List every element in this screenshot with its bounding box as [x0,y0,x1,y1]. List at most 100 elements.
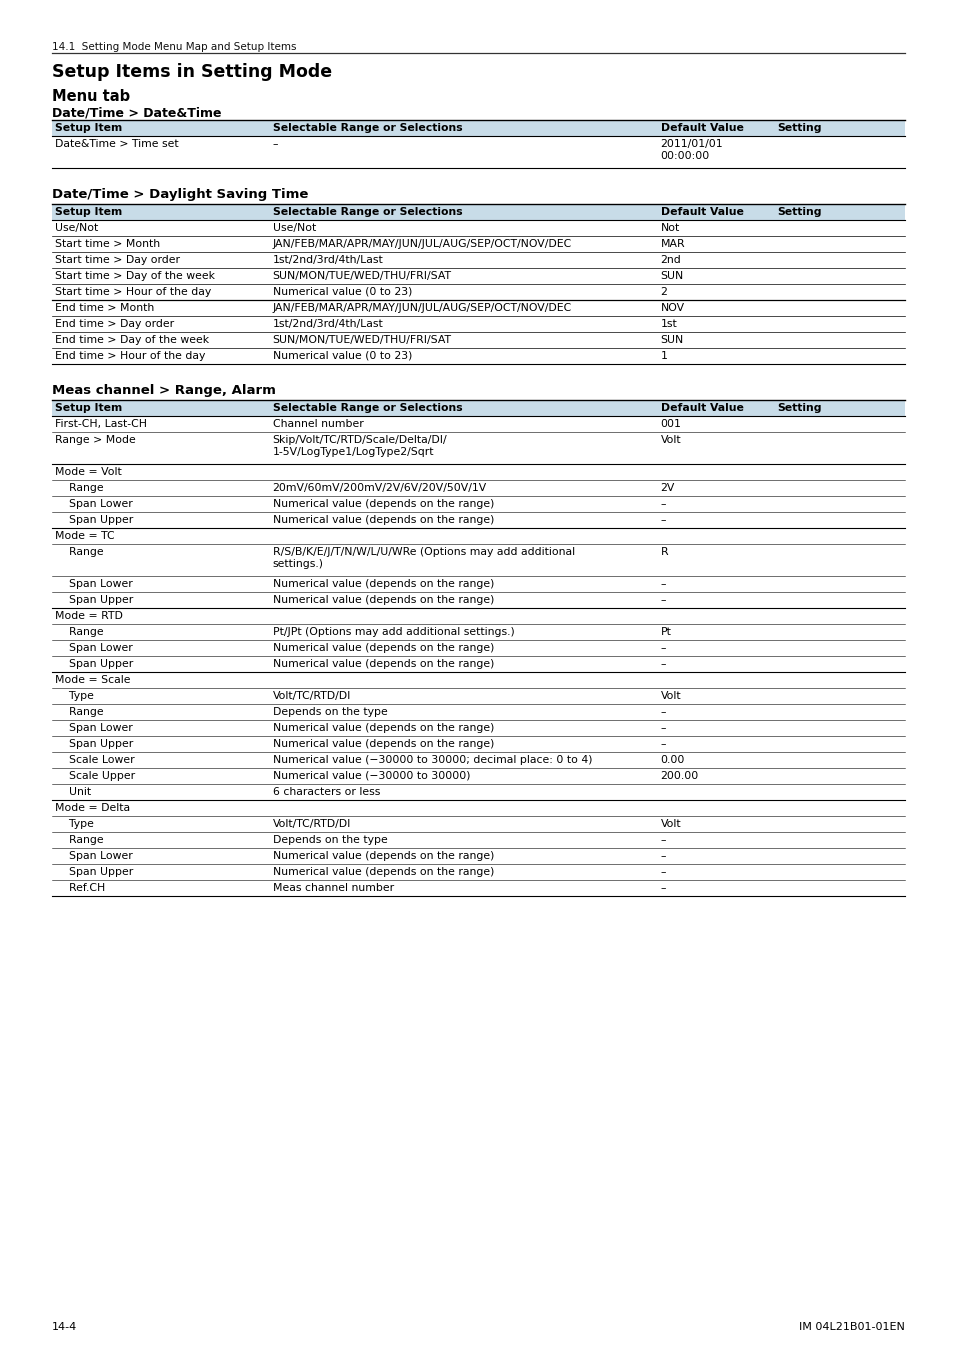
Text: Numerical value (0 to 23): Numerical value (0 to 23) [273,351,412,360]
Text: Numerical value (depends on the range): Numerical value (depends on the range) [273,595,494,605]
Bar [52,400,904,416]
Text: Start time > Day order: Start time > Day order [55,255,180,265]
Text: Default Value: Default Value [659,207,742,217]
Text: R: R [659,547,667,558]
Text: Not: Not [659,223,679,234]
Text: Use/Not: Use/Not [273,223,315,234]
Text: SUN/MON/TUE/WED/THU/FRI/SAT: SUN/MON/TUE/WED/THU/FRI/SAT [273,271,451,281]
Text: Range: Range [55,483,104,493]
Text: Setup Item: Setup Item [55,404,122,413]
Text: 6 characters or less: 6 characters or less [273,787,379,796]
Text: Channel number: Channel number [273,418,363,429]
Text: Numerical value (depends on the range): Numerical value (depends on the range) [273,850,494,861]
Text: Numerical value (depends on the range): Numerical value (depends on the range) [273,867,494,878]
Text: MAR: MAR [659,239,684,248]
Text: Type: Type [55,819,93,829]
Text: Setup Items in Setting Mode: Setup Items in Setting Mode [52,63,332,81]
Text: Setting: Setting [777,404,821,413]
Text: Span Lower: Span Lower [55,500,132,509]
Text: Scale Lower: Scale Lower [55,755,134,765]
Text: Start time > Hour of the day: Start time > Hour of the day [55,288,211,297]
Text: 200.00: 200.00 [659,771,699,782]
Text: Numerical value (depends on the range): Numerical value (depends on the range) [273,738,494,749]
Text: Date/Time > Daylight Saving Time: Date/Time > Daylight Saving Time [52,188,308,201]
Text: SUN: SUN [659,271,683,281]
Text: 001: 001 [659,418,680,429]
Text: Volt: Volt [659,435,680,446]
Text: Menu tab: Menu tab [52,89,130,104]
Text: Numerical value (depends on the range): Numerical value (depends on the range) [273,724,494,733]
Text: Mode = RTD: Mode = RTD [55,612,123,621]
Text: SUN: SUN [659,335,683,346]
Text: Meas channel number: Meas channel number [273,883,394,892]
Text: 2: 2 [659,288,667,297]
Text: Scale Upper: Scale Upper [55,771,135,782]
Text: Numerical value (0 to 23): Numerical value (0 to 23) [273,288,412,297]
Text: Volt: Volt [659,691,680,701]
Text: Pt/JPt (Options may add additional settings.): Pt/JPt (Options may add additional setti… [273,626,514,637]
Text: Span Lower: Span Lower [55,579,132,589]
Text: Depends on the type: Depends on the type [273,836,387,845]
Text: –: – [659,707,665,717]
Text: Setup Item: Setup Item [55,123,122,134]
Text: –: – [659,883,665,892]
Text: Setting: Setting [777,123,821,134]
Text: –: – [659,500,665,509]
Text: Default Value: Default Value [659,404,742,413]
Text: Setting: Setting [777,207,821,217]
Text: 14.1  Setting Mode Menu Map and Setup Items: 14.1 Setting Mode Menu Map and Setup Ite… [52,42,296,53]
Text: Use/Not: Use/Not [55,223,98,234]
Text: Pt: Pt [659,626,671,637]
Text: Range: Range [55,836,104,845]
Text: Range: Range [55,707,104,717]
Text: –: – [659,659,665,670]
Text: Type: Type [55,691,93,701]
Text: –: – [659,836,665,845]
Text: Numerical value (depends on the range): Numerical value (depends on the range) [273,659,494,670]
Text: Numerical value (depends on the range): Numerical value (depends on the range) [273,579,494,589]
Text: Skip/Volt/TC/RTD/Scale/Delta/DI/
1-5V/LogType1/LogType2/Sqrt: Skip/Volt/TC/RTD/Scale/Delta/DI/ 1-5V/Lo… [273,435,447,456]
Bar [52,204,904,220]
Text: Volt/TC/RTD/DI: Volt/TC/RTD/DI [273,691,351,701]
Text: 1st/2nd/3rd/4th/Last: 1st/2nd/3rd/4th/Last [273,255,383,265]
Text: Numerical value (depends on the range): Numerical value (depends on the range) [273,514,494,525]
Text: End time > Day of the week: End time > Day of the week [55,335,209,346]
Text: Span Upper: Span Upper [55,867,133,878]
Text: Span Lower: Span Lower [55,724,132,733]
Text: IM 04L21B01-01EN: IM 04L21B01-01EN [799,1322,904,1332]
Text: Selectable Range or Selections: Selectable Range or Selections [273,404,461,413]
Text: 1st: 1st [659,319,677,329]
Text: Range: Range [55,626,104,637]
Text: –: – [659,867,665,878]
Text: End time > Day order: End time > Day order [55,319,174,329]
Text: –: – [659,850,665,861]
Text: –: – [659,514,665,525]
Text: Setup Item: Setup Item [55,207,122,217]
Text: R/S/B/K/E/J/T/N/W/L/U/WRe (Options may add additional
settings.): R/S/B/K/E/J/T/N/W/L/U/WRe (Options may a… [273,547,574,568]
Text: Volt/TC/RTD/DI: Volt/TC/RTD/DI [273,819,351,829]
Text: Unit: Unit [55,787,91,796]
Text: Ref.CH: Ref.CH [55,883,105,892]
Text: Selectable Range or Selections: Selectable Range or Selections [273,123,461,134]
Text: Mode = Volt: Mode = Volt [55,467,122,477]
Text: Span Upper: Span Upper [55,514,133,525]
Text: –: – [659,738,665,749]
Text: 14-4: 14-4 [52,1322,77,1332]
Text: 1: 1 [659,351,667,360]
Text: Mode = Scale: Mode = Scale [55,675,131,684]
Text: NOV: NOV [659,302,684,313]
Text: Start time > Day of the week: Start time > Day of the week [55,271,214,281]
Text: Span Upper: Span Upper [55,659,133,670]
Text: SUN/MON/TUE/WED/THU/FRI/SAT: SUN/MON/TUE/WED/THU/FRI/SAT [273,335,451,346]
Text: Numerical value (depends on the range): Numerical value (depends on the range) [273,500,494,509]
Text: Default Value: Default Value [659,123,742,134]
Text: Span Lower: Span Lower [55,643,132,653]
Text: –: – [273,139,277,148]
Text: Date/Time > Date&Time: Date/Time > Date&Time [52,107,221,119]
Text: Start time > Month: Start time > Month [55,239,160,248]
Text: 20mV/60mV/200mV/2V/6V/20V/50V/1V: 20mV/60mV/200mV/2V/6V/20V/50V/1V [273,483,486,493]
Text: Date&Time > Time set: Date&Time > Time set [55,139,178,148]
Text: 2011/01/01
00:00:00: 2011/01/01 00:00:00 [659,139,722,161]
Text: Mode = TC: Mode = TC [55,531,114,541]
Text: –: – [659,643,665,653]
